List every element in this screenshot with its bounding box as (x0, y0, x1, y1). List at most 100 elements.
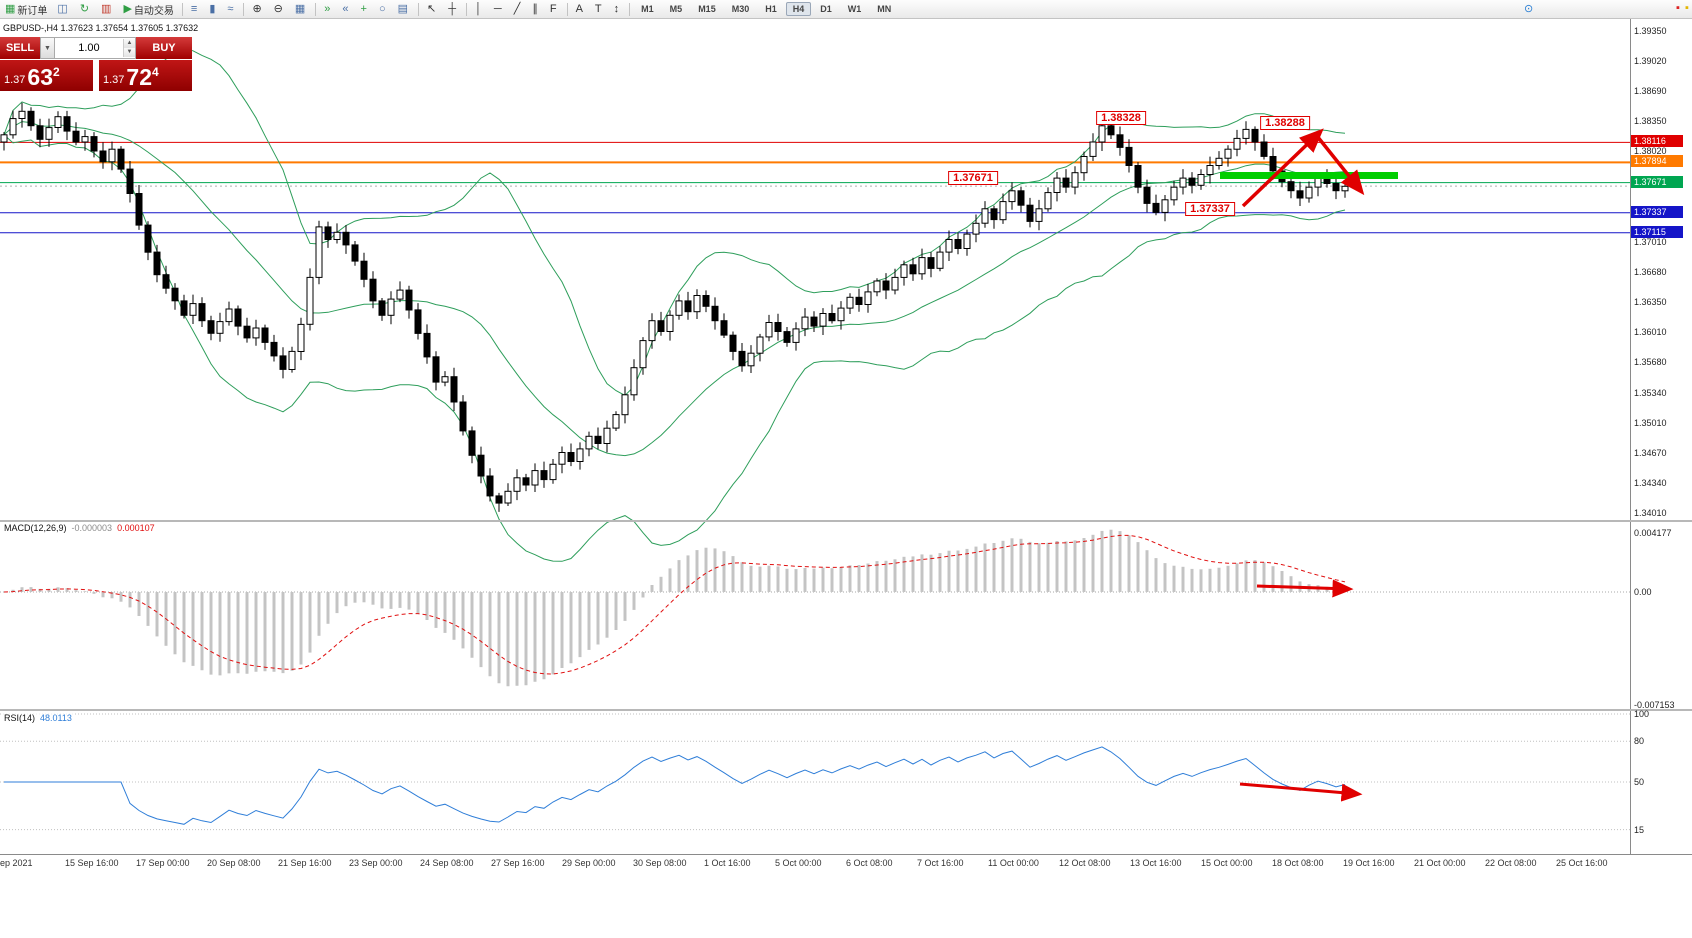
macd-axis-label: 0.004177 (1634, 528, 1672, 538)
tile-windows-icon[interactable]: ▦ (291, 1, 311, 18)
price-annotation-tag[interactable]: 1.38328 (1096, 111, 1146, 125)
horizontal-line-icon[interactable]: ─ (490, 1, 508, 18)
timeframe-button-w1[interactable]: W1 (847, 4, 862, 14)
equidistant-channel-icon-icon: ∥ (532, 2, 538, 15)
buy-button[interactable]: BUY (136, 37, 192, 59)
volume-down-button[interactable]: ▼ (123, 48, 135, 57)
bollinger-lower (3, 134, 1346, 562)
sell-price-prefix: 1.37 (4, 74, 26, 86)
line-chart-icon-icon: ≈ (227, 2, 234, 15)
periods-button[interactable]: ○ (375, 1, 392, 18)
timeframe-button-m30[interactable]: M30 (731, 4, 750, 14)
text-icon-icon: A (575, 2, 583, 15)
volume-dropdown-button[interactable]: ▼ (40, 37, 55, 59)
refresh-icon[interactable]: ↻ (76, 1, 95, 18)
alert-icon[interactable]: ▪ (1676, 2, 1680, 14)
price-axis-label: 1.36350 (1634, 296, 1667, 307)
periods-icon: ○ (378, 2, 386, 15)
bar-chart-icon[interactable]: ≡ (187, 1, 203, 18)
rsi-indicator-label: RSI(14) 48.0113 (2, 713, 74, 723)
zoom-out-button[interactable]: ⊖ (270, 1, 289, 18)
time-axis-label: 20 Sep 08:00 (207, 858, 261, 868)
market-watch-icon-icon: ▥ (101, 2, 112, 15)
panel-divider-chart-macd[interactable] (0, 520, 1692, 522)
time-axis-label: 25 Oct 16:00 (1556, 858, 1608, 868)
price-axis-label: 1.35010 (1634, 417, 1667, 428)
price-axis-label: 1.39350 (1634, 26, 1667, 36)
timeframe-button-h4[interactable]: H4 (785, 2, 812, 16)
line-chart-icon[interactable]: ≈ (223, 1, 239, 18)
time-axis-label: Sep 2021 (0, 858, 33, 868)
price-axis-label: 1.34340 (1634, 478, 1667, 489)
arrows-icon[interactable]: ↕ (610, 1, 626, 18)
time-axis-label: 21 Sep 16:00 (278, 858, 332, 868)
timeframe-button-h1[interactable]: H1 (765, 4, 777, 14)
price-axis-separator (1630, 18, 1631, 854)
rsi-axis-label: 80 (1634, 736, 1645, 747)
volume-up-button[interactable]: ▲ (123, 39, 135, 48)
refresh-icon-icon: ↻ (79, 2, 90, 15)
indicators-icon: + (360, 2, 367, 15)
price-axis-label: 1.36680 (1634, 267, 1667, 277)
text-label-icon-icon: T (594, 2, 602, 15)
text-icon[interactable]: A (572, 1, 589, 18)
toolbar-separator (418, 2, 420, 16)
chart-window-icon[interactable]: ◫ (53, 1, 73, 18)
templates-button[interactable]: ▤ (394, 1, 414, 18)
macd-name: MACD(12,26,9) (4, 523, 67, 533)
new-order-button[interactable]: ▦ 新订单 (1, 1, 51, 18)
vertical-line-icon[interactable]: │ (471, 1, 488, 18)
horizontal-line-icon-icon: ─ (493, 2, 502, 15)
price-annotation-tag[interactable]: 1.37337 (1185, 202, 1235, 216)
chart-shift-icon[interactable]: « (338, 1, 354, 18)
crosshair-icon[interactable]: ┼ (444, 1, 462, 18)
panel-divider-macd-rsi[interactable] (0, 709, 1692, 711)
zoom-out-icon: ⊖ (273, 2, 283, 15)
main-toolbar: ▦ 新订单 ◫ ↻ ▥ ▶ 自动交易 ≡ ▮ ≈ ⊕ ⊖ ▦ » « + ○ ▤ ↖ ┼ │ ─ ╱ ∥ F A T ↕ M1 M5 M15… (0, 0, 1692, 19)
time-axis-label: 7 Oct 16:00 (917, 858, 964, 868)
price-axis-label: 1.38690 (1634, 85, 1667, 96)
crosshair-icon-icon: ┼ (448, 2, 457, 15)
sell-price-display[interactable]: 1.37 63 2 (0, 60, 93, 91)
bollinger-middle (3, 121, 1346, 457)
search-icon[interactable]: ⊙ (1524, 3, 1534, 15)
macd-signal-line (3, 534, 1346, 675)
buy-price-display[interactable]: 1.37 72 4 (99, 60, 192, 91)
timeframe-button-m1[interactable]: M1 (641, 4, 654, 14)
rsi-axis-label: 100 (1634, 709, 1650, 719)
volume-input[interactable] (55, 41, 123, 55)
macd-signal-value: 0.000107 (117, 523, 155, 533)
market-watch-icon[interactable]: ▥ (97, 1, 117, 18)
timeframe-button-m5[interactable]: M5 (669, 4, 683, 14)
autotrading-button[interactable]: ▶ 自动交易 (119, 1, 177, 18)
trendline-icon[interactable]: ╱ (510, 1, 527, 18)
price-axis-label: 1.34670 (1634, 448, 1667, 459)
cursor-icon[interactable]: ↖ (423, 1, 442, 18)
bar-chart-icon-icon: ≡ (190, 2, 198, 15)
indicators-button[interactable]: + (357, 1, 373, 18)
price-annotation-tag[interactable]: 1.37671 (948, 171, 998, 185)
timeframe-button-d1[interactable]: D1 (820, 4, 832, 14)
text-label-icon[interactable]: T (591, 1, 608, 18)
news-icon[interactable]: ▪ (1685, 2, 1689, 14)
price-axis-label: 1.38350 (1634, 116, 1667, 127)
candlestick-chart-icon[interactable]: ▮ (205, 1, 221, 18)
timeframe-button-mn[interactable]: MN (877, 4, 892, 14)
toolbar-separator (181, 2, 183, 16)
rsi-name: RSI(14) (4, 713, 36, 723)
price-annotation-tag[interactable]: 1.38288 (1260, 116, 1310, 130)
time-axis-label: 22 Oct 08:00 (1485, 858, 1537, 868)
price-axis-label: 1.34010 (1634, 508, 1667, 518)
equidistant-channel-icon[interactable]: ∥ (528, 1, 544, 18)
auto-scroll-icon[interactable]: » (320, 1, 336, 18)
time-axis-label: 13 Oct 16:00 (1130, 858, 1182, 868)
zoom-in-button[interactable]: ⊕ (248, 1, 267, 18)
time-axis-label: 29 Sep 00:00 (562, 858, 616, 868)
templates-icon: ▤ (397, 2, 409, 15)
auto-scroll-icon-icon: » (324, 2, 331, 15)
fibonacci-icon[interactable]: F (546, 1, 563, 18)
toolbar-separator (315, 2, 317, 16)
timeframe-button-m15[interactable]: M15 (698, 4, 716, 14)
sell-button[interactable]: SELL (0, 37, 40, 59)
